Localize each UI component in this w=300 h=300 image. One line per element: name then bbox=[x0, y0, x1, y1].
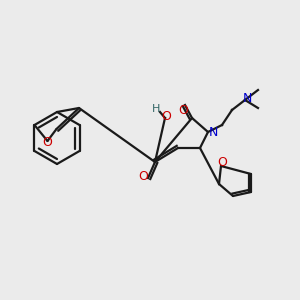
Text: O: O bbox=[161, 110, 171, 122]
Text: N: N bbox=[208, 125, 218, 139]
Text: O: O bbox=[217, 157, 227, 169]
Text: O: O bbox=[43, 136, 52, 149]
Text: H: H bbox=[152, 104, 160, 114]
Text: N: N bbox=[242, 92, 252, 104]
Text: O: O bbox=[138, 169, 148, 182]
Text: O: O bbox=[178, 103, 188, 116]
